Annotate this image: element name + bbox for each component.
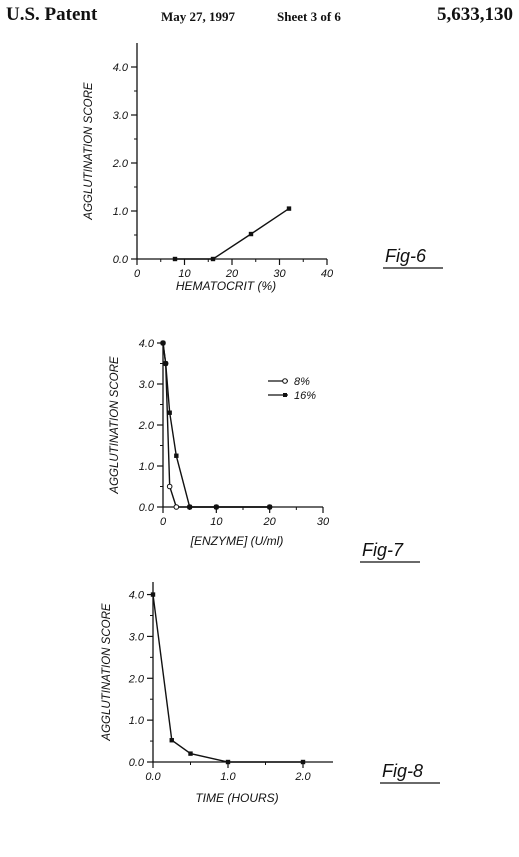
y-tick-label: 3.0 (129, 631, 145, 643)
x-tick-label: 0 (134, 268, 141, 280)
chart-2: 0.0 1.0 2.0 3.0 4.0 0 10 20 30 [ENZYME] (U/ml) AGG… (109, 338, 420, 563)
y-tick-label: 2.0 (138, 420, 155, 432)
chart-1: 0.0 1.0 2.0 3.0 4.0 0 10 20 30 40 HEMATOCRIT (%) AG… (83, 43, 443, 293)
x-tick-label: 40 (321, 268, 334, 280)
chart-3: 0.0 1.0 2.0 3.0 4.0 0.0 1.0 2.0 TIME (HOURS) AGGL… (101, 582, 440, 805)
patent-number: 5,633,130 (437, 4, 513, 25)
x-tick-label: 10 (210, 516, 223, 528)
x-tick-label: 0 (160, 516, 167, 528)
legend-label: 16% (294, 390, 316, 402)
y-tick-label: 0.0 (139, 502, 155, 514)
y-tick-label: 3.0 (113, 110, 129, 122)
data-point (300, 759, 306, 765)
y-tick-label: 3.0 (139, 379, 155, 391)
y-axis-title: AGGLUTINATION SCORE (101, 603, 113, 741)
x-tick-label: 10 (178, 268, 191, 280)
data-point (267, 504, 272, 510)
data-point (188, 751, 193, 756)
figure-label: Fig-8 (382, 761, 423, 781)
patent-header-title: U.S. Patent (6, 4, 98, 25)
y-tick-label: 1.0 (113, 206, 129, 218)
data-point (174, 453, 179, 458)
y-tick-label: 4.0 (139, 338, 155, 350)
x-tick-label: 20 (263, 516, 277, 528)
y-axis-title: AGGLUTINATION SCORE (109, 356, 121, 494)
x-tick-label: 20 (225, 268, 239, 280)
x-axis-title: [ENZYME] (U/ml) (190, 534, 284, 548)
series-line-1 (175, 208, 290, 260)
data-point (160, 340, 166, 346)
data-point (187, 504, 192, 510)
y-tick-label: 2.0 (128, 673, 145, 685)
y-tick-label: 1.0 (129, 715, 145, 727)
data-point (225, 759, 231, 765)
data-point (210, 256, 216, 262)
series-line-1 (162, 342, 270, 508)
data-point (214, 504, 219, 510)
figure-label: Fig-7 (362, 540, 404, 560)
data-point (166, 483, 173, 490)
x-tick-label: 30 (317, 516, 330, 528)
x-tick-label: 30 (273, 268, 286, 280)
y-tick-label: 2.0 (112, 158, 129, 170)
legend-marker (282, 378, 288, 384)
y-tick-label: 0.0 (113, 254, 129, 266)
patent-date: May 27, 1997 (161, 9, 236, 24)
y-tick-label: 4.0 (113, 62, 129, 74)
data-point (248, 231, 254, 237)
data-point (173, 504, 180, 510)
y-tick-label: 4.0 (129, 590, 145, 602)
x-tick-label: 1.0 (220, 771, 236, 783)
legend-marker (283, 393, 287, 397)
data-point (163, 361, 168, 366)
x-tick-label: 0.0 (145, 771, 161, 783)
y-axis-title: AGGLUTINATION SCORE (83, 82, 95, 220)
x-axis-title: TIME (HOURS) (195, 791, 278, 805)
y-tick-label: 1.0 (139, 461, 155, 473)
data-point (150, 592, 156, 597)
series-line-2 (162, 342, 270, 508)
data-point (169, 738, 174, 743)
x-tick-label: 2.0 (294, 771, 311, 783)
data-point (172, 256, 178, 262)
sheet-number: Sheet 3 of 6 (277, 9, 341, 24)
y-tick-label: 0.0 (129, 757, 145, 769)
series-line-1 (152, 594, 303, 763)
legend-label: 8% (294, 376, 310, 388)
data-point (167, 410, 172, 415)
data-point (286, 206, 292, 211)
x-axis-title: HEMATOCRIT (%) (176, 279, 276, 293)
figure-label: Fig-6 (385, 246, 427, 266)
